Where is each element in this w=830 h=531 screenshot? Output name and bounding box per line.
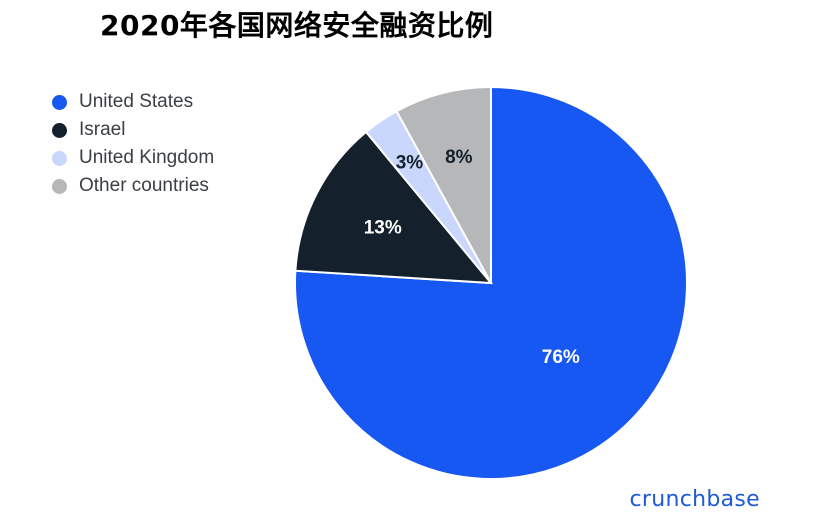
slice-label-other-countries: 8% [445, 147, 473, 168]
pie-slice-israel [294, 130, 494, 285]
slice-label-united-states: 76% [542, 347, 580, 368]
legend-item-united-kingdom: United Kingdom [52, 144, 214, 172]
chart-title: 2020年各国网络安全融资比例 [100, 9, 494, 42]
legend-label-united-states: United States [79, 91, 194, 112]
chart-legend: United States Israel United Kingdom Othe… [52, 88, 214, 200]
crunchbase-logo-text: crunchbase [629, 487, 760, 512]
slice-label-israel: 13% [364, 217, 402, 238]
legend-label-other-countries: Other countries [79, 175, 209, 196]
legend-label-israel: Israel [79, 119, 126, 140]
legend-item-other-countries: Other countries [52, 172, 214, 200]
legend-swatch-united-kingdom [52, 150, 67, 166]
pie-slice-other-countries [395, 85, 492, 284]
legend-label-united-kingdom: United Kingdom [79, 147, 215, 168]
legend-swatch-israel [52, 122, 67, 138]
pie-slice-united-states [294, 85, 688, 480]
legend-swatch-other-countries [52, 178, 67, 194]
legend-item-united-states: United States [52, 88, 214, 116]
slice-label-united-kingdom: 3% [396, 153, 424, 174]
legend-item-israel: Israel [52, 116, 214, 144]
legend-swatch-united-states [52, 94, 67, 110]
